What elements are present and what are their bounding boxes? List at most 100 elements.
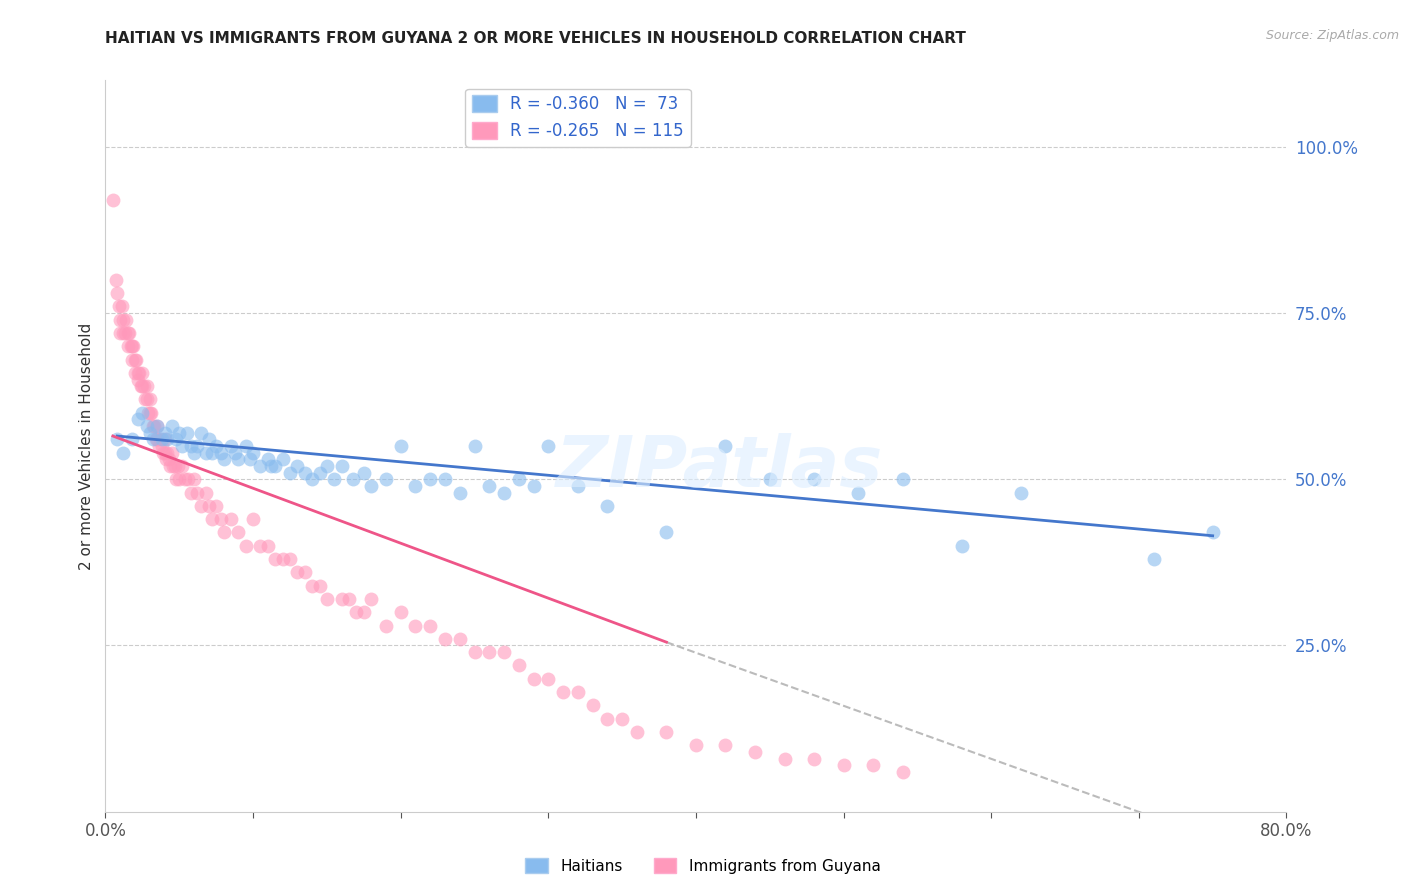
Point bbox=[205, 439, 228, 453]
Point bbox=[105, 433, 128, 447]
Point bbox=[107, 299, 129, 313]
Point bbox=[264, 458, 287, 473]
Point bbox=[131, 379, 153, 393]
Point bbox=[128, 366, 150, 380]
Point bbox=[626, 725, 648, 739]
Point bbox=[330, 591, 353, 606]
Point bbox=[1142, 552, 1164, 566]
Point bbox=[180, 485, 202, 500]
Point bbox=[242, 512, 264, 526]
Point bbox=[149, 433, 172, 447]
Point bbox=[118, 326, 141, 340]
Point bbox=[153, 425, 176, 440]
Point bbox=[110, 326, 132, 340]
Point bbox=[1010, 485, 1032, 500]
Point bbox=[212, 452, 235, 467]
Point bbox=[112, 312, 135, 326]
Point bbox=[714, 738, 737, 752]
Point bbox=[294, 466, 316, 480]
Legend: R = -0.360   N =  73, R = -0.265   N = 115: R = -0.360 N = 73, R = -0.265 N = 115 bbox=[465, 88, 690, 146]
Point bbox=[464, 439, 486, 453]
Point bbox=[803, 472, 825, 486]
Point bbox=[197, 499, 219, 513]
Point bbox=[249, 539, 271, 553]
Point bbox=[125, 352, 148, 367]
Point bbox=[308, 466, 330, 480]
Point bbox=[891, 764, 914, 779]
Point bbox=[186, 439, 208, 453]
Point bbox=[346, 605, 368, 619]
Point bbox=[176, 425, 198, 440]
Point bbox=[287, 458, 309, 473]
Point bbox=[127, 412, 149, 426]
Point bbox=[162, 458, 184, 473]
Point bbox=[172, 439, 194, 453]
Point bbox=[551, 685, 574, 699]
Point bbox=[567, 479, 589, 493]
Point bbox=[260, 458, 283, 473]
Point bbox=[294, 566, 316, 580]
Point bbox=[508, 658, 530, 673]
Point bbox=[127, 372, 149, 386]
Point bbox=[862, 758, 884, 772]
Point bbox=[156, 445, 179, 459]
Point bbox=[581, 698, 603, 713]
Point bbox=[846, 485, 869, 500]
Point bbox=[219, 439, 242, 453]
Point bbox=[134, 392, 156, 407]
Point bbox=[131, 406, 153, 420]
Point bbox=[112, 326, 135, 340]
Point bbox=[114, 326, 136, 340]
Point bbox=[360, 479, 382, 493]
Point bbox=[201, 512, 224, 526]
Point bbox=[522, 672, 544, 686]
Point bbox=[522, 479, 544, 493]
Point bbox=[174, 472, 197, 486]
Point bbox=[141, 406, 163, 420]
Point bbox=[194, 445, 217, 459]
Point bbox=[950, 539, 973, 553]
Point bbox=[172, 458, 194, 473]
Point bbox=[183, 472, 205, 486]
Point bbox=[478, 479, 501, 493]
Point bbox=[360, 591, 382, 606]
Point bbox=[120, 339, 142, 353]
Point bbox=[353, 466, 375, 480]
Point bbox=[655, 525, 678, 540]
Point bbox=[160, 445, 183, 459]
Point bbox=[150, 433, 173, 447]
Point bbox=[115, 312, 138, 326]
Point bbox=[166, 458, 188, 473]
Point bbox=[374, 618, 398, 632]
Point bbox=[135, 379, 157, 393]
Point bbox=[1201, 525, 1223, 540]
Point bbox=[337, 591, 360, 606]
Point bbox=[256, 539, 278, 553]
Point bbox=[177, 472, 200, 486]
Point bbox=[165, 472, 187, 486]
Point bbox=[209, 445, 232, 459]
Point bbox=[121, 433, 143, 447]
Point bbox=[315, 458, 337, 473]
Point bbox=[308, 579, 330, 593]
Point bbox=[156, 433, 179, 447]
Point bbox=[330, 458, 353, 473]
Point bbox=[389, 605, 412, 619]
Point bbox=[685, 738, 707, 752]
Point bbox=[201, 445, 224, 459]
Point bbox=[226, 452, 250, 467]
Point bbox=[121, 339, 143, 353]
Point bbox=[153, 433, 176, 447]
Point bbox=[249, 458, 271, 473]
Point bbox=[121, 352, 143, 367]
Point bbox=[714, 439, 737, 453]
Point bbox=[567, 685, 589, 699]
Point bbox=[132, 379, 155, 393]
Point bbox=[150, 439, 173, 453]
Point bbox=[138, 392, 162, 407]
Point bbox=[169, 425, 191, 440]
Point bbox=[122, 339, 145, 353]
Point bbox=[389, 439, 412, 453]
Point bbox=[342, 472, 364, 486]
Point bbox=[256, 452, 278, 467]
